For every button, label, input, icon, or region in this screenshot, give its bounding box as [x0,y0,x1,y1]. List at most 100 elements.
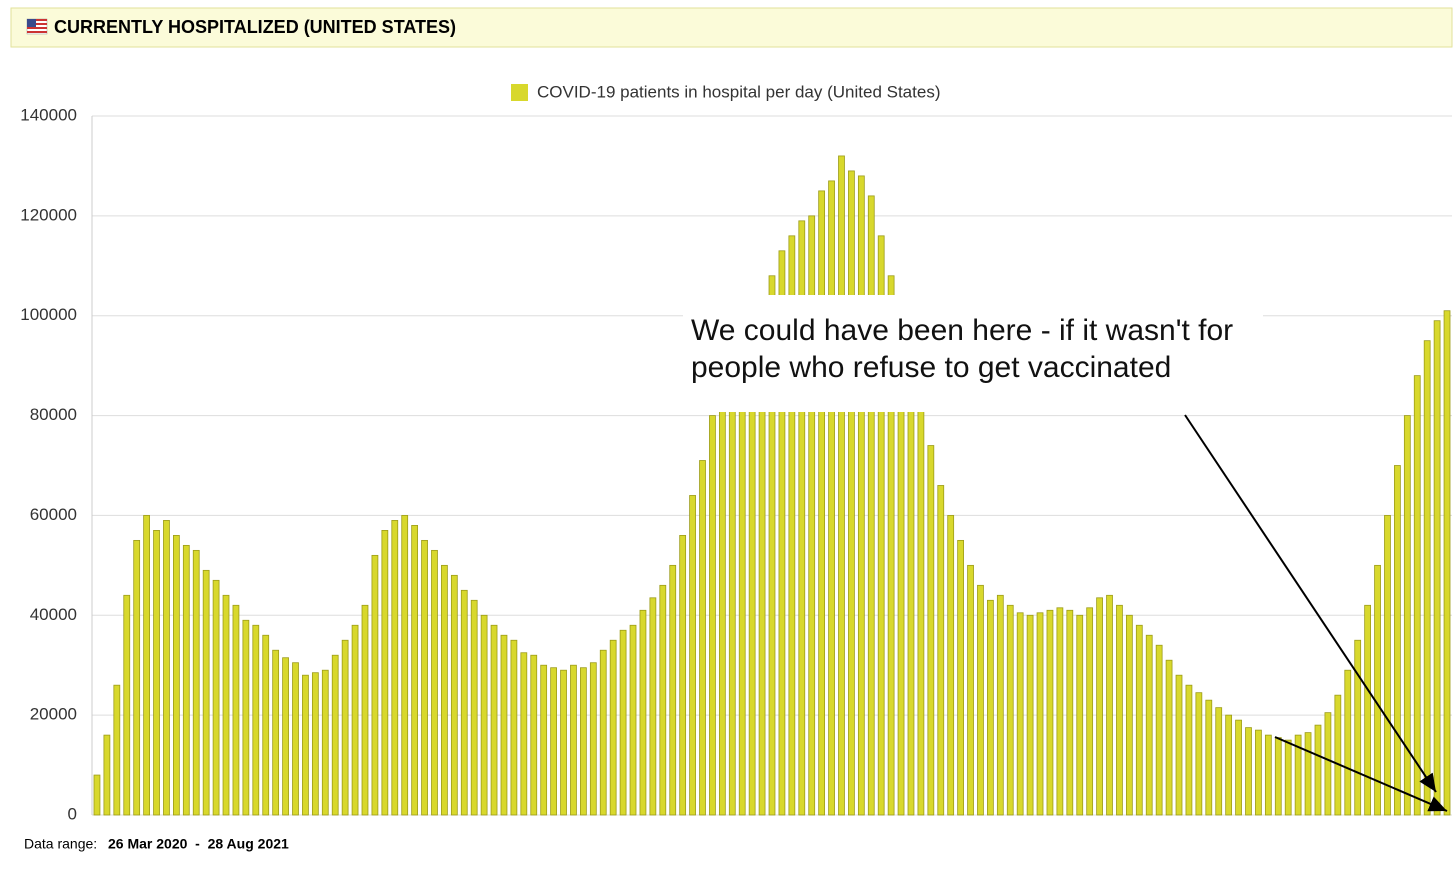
bar [1006,604,1014,816]
bar [599,649,607,816]
bar [1443,310,1451,816]
bar [699,460,706,816]
bar [520,652,528,816]
bar [1116,604,1123,816]
bar [669,564,677,816]
annotation-box [683,295,1263,412]
bar [540,664,548,816]
bar [1403,415,1411,816]
bar [1433,320,1441,816]
bar [1036,612,1044,816]
y-tick-label: 40000 [30,605,77,624]
bar [1374,564,1381,816]
bar [93,774,101,816]
bar [1106,594,1113,816]
y-tick-label: 140000 [20,105,77,124]
y-tick-label: 60000 [30,505,77,524]
bar [907,355,915,816]
bar [282,657,289,816]
bar [867,195,875,816]
bar [153,530,160,816]
annotation-arrow [1184,414,1437,793]
legend-label: COVID-19 patients in hospital per day (U… [537,82,940,101]
bar [639,609,647,816]
annotation-text: We could have been here - if it wasn't f… [691,314,1233,347]
bar [887,275,895,816]
bar [470,599,478,816]
bar [212,579,220,816]
bar [629,624,637,816]
bar [1304,732,1312,816]
bar [580,667,587,816]
bar [1185,684,1193,816]
bar [1046,609,1054,816]
bar [1066,609,1074,816]
bar [937,485,945,816]
y-tick-label: 0 [68,804,77,823]
bar [1016,612,1024,816]
bar [1294,734,1302,816]
bar [1096,597,1103,816]
bar [143,515,150,816]
bar [202,569,210,816]
bar [1354,639,1362,816]
bar [450,574,458,816]
annotation-text: people who refuse to get vaccinated [691,351,1171,384]
bar [917,390,925,816]
bar [391,520,399,816]
bar [1235,719,1242,816]
bar [619,629,627,816]
bar [718,390,726,816]
bar [1195,692,1203,816]
bar [1264,734,1272,816]
bar [1274,737,1282,816]
bar [1125,614,1133,816]
annotation-arrow [1274,736,1448,812]
bar [192,549,200,816]
bar [659,584,667,816]
bar [421,539,428,816]
bar [1334,694,1342,816]
bar [133,539,141,816]
bar [1056,607,1064,816]
bar [1026,614,1034,816]
bar [401,515,409,816]
bar [1245,727,1252,816]
footer-range: 26 Mar 2020 - 28 Aug 2021 [108,836,289,852]
bar [1384,515,1391,816]
bar [1135,624,1143,816]
bar [292,662,299,816]
bar [609,639,617,816]
bar [331,654,339,816]
bar [490,624,498,816]
bar [977,584,984,816]
bar [987,599,994,816]
bar [1324,712,1332,816]
bar [411,525,419,816]
bar [242,619,250,816]
bar [252,624,260,816]
bar [1155,644,1163,816]
bar [848,170,855,816]
bar [728,365,736,816]
bar [460,589,468,816]
bar [1205,699,1213,816]
bar [272,649,280,816]
bar [957,539,964,816]
bar [530,654,538,816]
y-tick-label: 80000 [30,405,77,424]
bar [1423,340,1431,816]
bar [441,564,448,816]
bar [262,634,270,816]
bar [570,664,577,816]
bar [163,520,170,816]
bar [1076,614,1084,816]
bar [1086,607,1094,816]
bar [1284,739,1292,816]
bar [113,684,121,816]
bar [550,667,557,816]
bar [123,594,131,816]
bar [589,662,597,816]
bar [1255,729,1262,816]
